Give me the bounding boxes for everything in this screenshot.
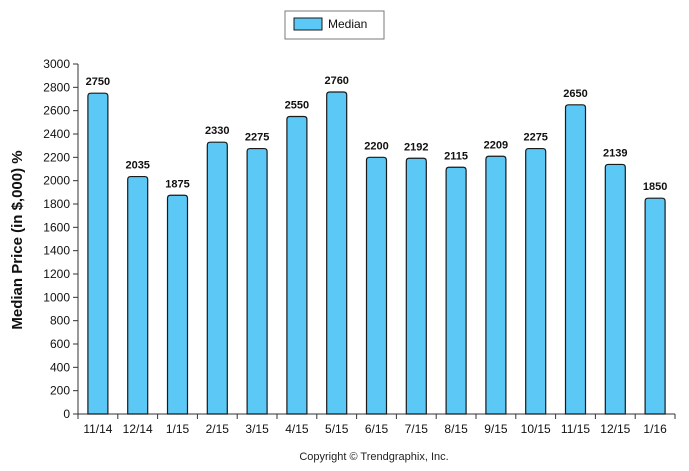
bar-value-label: 1850	[643, 181, 667, 193]
bar	[604, 163, 626, 415]
y-tick-label: 2800	[43, 80, 70, 94]
y-tick-label: 400	[50, 360, 70, 374]
y-tick-label: 1600	[43, 220, 70, 234]
bar-value-label: 2139	[603, 147, 627, 159]
bar	[564, 104, 587, 415]
x-tick-label: 1/16	[643, 422, 667, 436]
legend-swatch	[293, 17, 323, 31]
bar	[286, 115, 308, 415]
x-tick-label: 4/15	[285, 422, 309, 436]
bar	[485, 155, 507, 415]
bar	[445, 166, 467, 415]
y-tick-label: 800	[50, 314, 70, 328]
bar	[246, 147, 268, 415]
bar	[206, 141, 228, 415]
bar	[166, 194, 189, 415]
bar-value-label: 2192	[404, 141, 428, 153]
x-tick-label: 12/14	[123, 422, 153, 436]
bar-value-label: 2275	[523, 132, 547, 144]
y-tick-label: 2600	[43, 104, 70, 118]
x-tick-label: 11/14	[83, 422, 112, 436]
bar-value-label: 2209	[484, 139, 508, 151]
y-tick-label: 1200	[43, 267, 70, 281]
y-tick-label: 1800	[43, 197, 70, 211]
x-tick-label: 11/15	[561, 422, 590, 436]
y-tick-label: 600	[50, 337, 70, 351]
bar	[127, 175, 149, 415]
bar-value-label: 2550	[285, 100, 309, 112]
y-tick-label: 2400	[43, 127, 70, 141]
data-labels: 2750 2035 1875 2330 2275 2550 2760 2200 2192 2115…	[86, 75, 668, 193]
legend-label-median: Median	[328, 17, 367, 31]
bar-value-label: 2650	[563, 88, 587, 100]
x-tick-label: 7/15	[405, 422, 429, 436]
x-tick-label: 5/15	[325, 422, 349, 436]
bar-value-label: 2035	[125, 160, 149, 172]
bar-value-label: 2760	[324, 75, 348, 87]
y-axis-title: Median Price (in $,000) %	[9, 150, 26, 329]
x-tick-label: 8/15	[444, 422, 468, 436]
x-tick-label: 1/15	[166, 422, 190, 436]
x-tick-label: 2/15	[206, 422, 230, 436]
bar-value-label: 2115	[444, 150, 468, 162]
bars	[87, 91, 666, 415]
y-tick-label: 2000	[43, 174, 70, 188]
x-tick-label: 10/15	[521, 422, 551, 436]
copyright-footer: Copyright © Trendgraphix, Inc.	[299, 451, 448, 463]
bar	[365, 156, 388, 415]
legend: Median	[284, 10, 385, 40]
bar	[644, 197, 666, 415]
bar-value-label: 2750	[86, 76, 110, 88]
x-tick-label: 9/15	[484, 422, 508, 436]
bar	[87, 92, 109, 415]
bar	[525, 147, 547, 415]
bar	[326, 91, 348, 415]
bar-value-label: 2275	[245, 132, 269, 144]
y-tick-label: 3000	[43, 57, 70, 71]
bar	[405, 157, 427, 415]
bar-value-label: 1875	[165, 178, 189, 190]
bar-value-label: 2330	[205, 125, 229, 137]
y-axis: 0 200 400 600 800 1000 1200 1400 1600 1800 2000 220…	[43, 57, 79, 421]
y-tick-label: 200	[50, 384, 70, 398]
x-tick-label: 6/15	[365, 422, 389, 436]
x-tick-label: 12/15	[600, 422, 630, 436]
bar-value-label: 2200	[364, 140, 388, 152]
y-tick-label: 0	[63, 407, 70, 421]
y-tick-label: 1400	[43, 244, 70, 258]
x-axis: 11/14 12/14 1/15 2/15 3/15 4/15 5/15 6/15 7/15 8/…	[77, 413, 676, 436]
y-tick-label: 1000	[43, 290, 70, 304]
y-tick-label: 2200	[43, 150, 70, 164]
x-tick-label: 3/15	[245, 422, 269, 436]
